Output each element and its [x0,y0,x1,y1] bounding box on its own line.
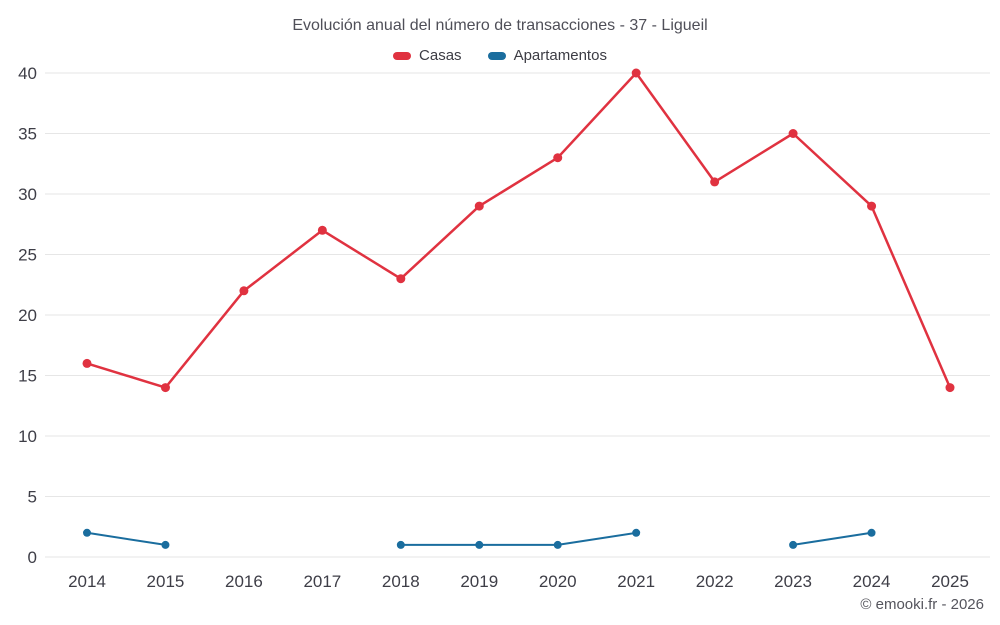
legend-swatch-apartamentos [487,51,506,60]
data-point-apartamentos [83,528,91,537]
y-tick-label: 30 [18,185,37,204]
data-point-casas [474,201,484,211]
x-tick-label: 2020 [539,572,577,591]
series-line-apartamentos [792,531,873,546]
x-tick-label: 2014 [68,572,106,591]
data-point-casas [788,129,798,138]
data-point-apartamentos [475,540,484,549]
data-point-casas [710,177,720,187]
x-tick-label: 2022 [696,572,734,591]
legend-label-apartamentos: Apartamentos [513,47,607,64]
data-point-casas [396,274,406,284]
series-line-apartamentos [399,531,638,546]
y-tick-label: 5 [28,488,37,507]
data-point-apartamentos [553,540,562,549]
y-tick-label: 10 [18,427,37,446]
y-tick-label: 40 [18,64,37,83]
x-tick-label: 2025 [931,572,969,591]
data-point-casas [945,383,955,393]
data-point-casas [239,286,249,296]
x-tick-label: 2019 [460,572,498,591]
chart-legend: Casas Apartamentos [0,47,1000,64]
legend-item-apartamentos[interactable]: Apartamentos [487,47,607,64]
data-point-casas [867,201,877,211]
copyright-credit: © emooki.fr - 2026 [860,596,984,613]
y-tick-label: 25 [18,246,37,265]
y-tick-label: 20 [18,306,37,325]
x-tick-label: 2016 [225,572,263,591]
y-tick-label: 0 [28,548,37,567]
y-tick-label: 15 [18,367,37,386]
chart-title: Evolución anual del número de transaccio… [292,17,708,34]
x-tick-label: 2018 [382,572,420,591]
legend-label-casas: Casas [419,47,462,64]
x-tick-label: 2017 [303,572,341,591]
data-point-casas [317,225,327,235]
legend-swatch-casas [393,51,412,60]
data-point-apartamentos [396,540,405,549]
data-point-apartamentos [161,540,170,549]
x-tick-label: 2015 [147,572,185,591]
data-point-casas [631,68,641,78]
data-point-apartamentos [867,528,876,537]
y-tick-label: 35 [18,125,37,144]
legend-item-casas[interactable]: Casas [393,47,462,64]
series-line-casas [85,71,952,389]
data-point-casas [82,358,92,368]
x-tick-label: 2021 [617,572,655,591]
data-point-apartamentos [789,540,798,549]
data-point-apartamentos [632,528,641,537]
data-point-casas [553,153,563,163]
series-line-apartamentos [86,531,167,546]
x-tick-label: 2023 [774,572,812,591]
x-tick-label: 2024 [853,572,891,591]
data-point-casas [160,383,170,393]
